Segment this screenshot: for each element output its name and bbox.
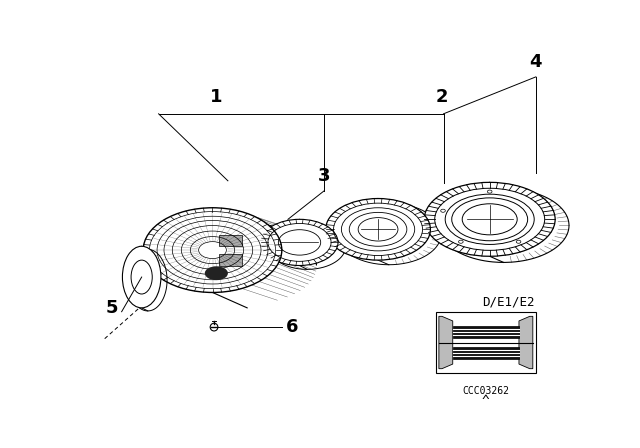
Ellipse shape [122, 246, 161, 308]
FancyBboxPatch shape [219, 235, 242, 246]
Ellipse shape [326, 198, 431, 260]
Ellipse shape [441, 209, 445, 212]
Text: 2: 2 [436, 88, 448, 106]
Text: 3: 3 [318, 167, 330, 185]
Text: 1: 1 [210, 88, 223, 106]
Bar [436, 312, 536, 373]
Polygon shape [519, 316, 533, 369]
Text: CCC03262: CCC03262 [462, 386, 509, 396]
Ellipse shape [424, 182, 555, 256]
Ellipse shape [205, 266, 228, 280]
Bar [452, 326, 519, 338]
Ellipse shape [458, 240, 463, 243]
FancyBboxPatch shape [219, 254, 242, 266]
Ellipse shape [210, 323, 218, 331]
Ellipse shape [261, 220, 338, 266]
Text: 6: 6 [285, 318, 298, 336]
Text: D/E1/E2: D/E1/E2 [482, 296, 534, 309]
Polygon shape [439, 316, 452, 369]
Ellipse shape [131, 260, 152, 294]
Ellipse shape [143, 208, 282, 293]
Bar [452, 347, 519, 359]
Text: 4: 4 [530, 53, 542, 71]
Ellipse shape [488, 190, 492, 193]
Text: 5: 5 [106, 299, 118, 317]
Ellipse shape [516, 240, 521, 243]
